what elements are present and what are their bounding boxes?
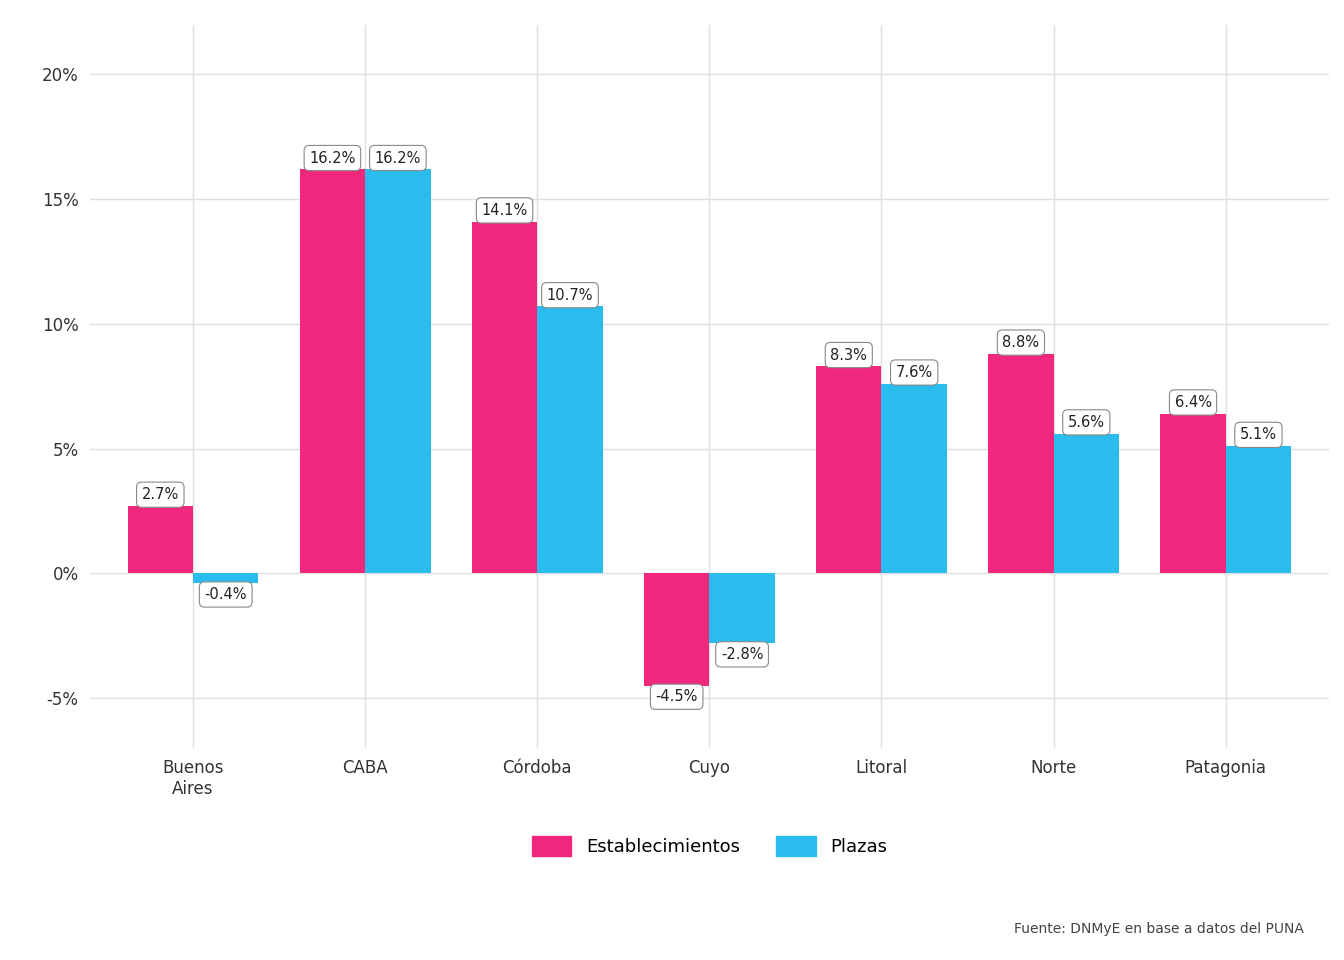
Text: 16.2%: 16.2%	[309, 151, 356, 165]
Text: Fuente: DNMyE en base a datos del PUNA: Fuente: DNMyE en base a datos del PUNA	[1013, 922, 1304, 936]
Bar	[882, 384, 948, 573]
Bar	[816, 367, 882, 573]
Text: 10.7%: 10.7%	[547, 288, 593, 302]
Text: 16.2%: 16.2%	[375, 151, 421, 165]
Bar	[472, 222, 538, 573]
Legend: Establecimientos, Plazas: Establecimientos, Plazas	[523, 827, 896, 865]
Text: 5.6%: 5.6%	[1068, 415, 1105, 430]
Text: -2.8%: -2.8%	[720, 647, 763, 661]
Text: 2.7%: 2.7%	[141, 488, 179, 502]
Bar	[366, 169, 430, 573]
Text: 5.1%: 5.1%	[1241, 427, 1277, 443]
Text: 6.4%: 6.4%	[1175, 395, 1211, 410]
Text: 7.6%: 7.6%	[895, 365, 933, 380]
Text: -4.5%: -4.5%	[656, 689, 698, 705]
Bar	[1226, 446, 1292, 573]
Text: 14.1%: 14.1%	[481, 203, 528, 218]
Bar	[300, 169, 366, 573]
Bar	[194, 573, 258, 584]
Bar	[988, 354, 1054, 573]
Bar	[644, 573, 710, 685]
Bar	[1054, 434, 1120, 573]
Text: -0.4%: -0.4%	[204, 587, 247, 602]
Bar	[710, 573, 774, 643]
Bar	[1160, 414, 1226, 573]
Bar	[128, 506, 194, 573]
Text: 8.3%: 8.3%	[831, 348, 867, 363]
Bar	[538, 306, 602, 573]
Text: 8.8%: 8.8%	[1003, 335, 1039, 350]
